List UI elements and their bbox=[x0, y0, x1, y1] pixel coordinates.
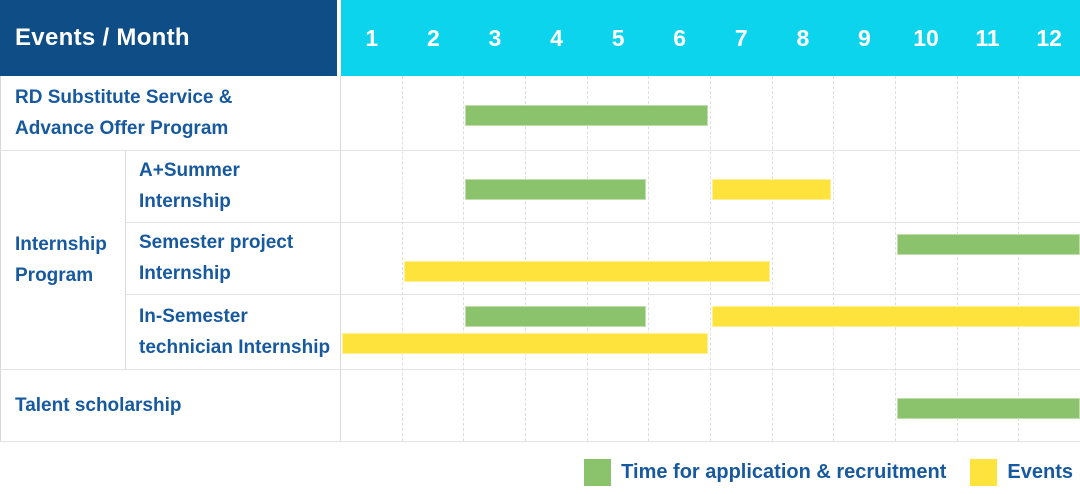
legend-swatch-application-icon bbox=[584, 459, 612, 486]
header-title-cell: Events / Month bbox=[0, 0, 337, 76]
month-header-5: 5 bbox=[611, 24, 625, 51]
table-left-border bbox=[0, 76, 1, 441]
legend-label-events: Events bbox=[1007, 461, 1073, 483]
month-gridline-4 bbox=[586, 76, 588, 441]
bar-events-row3-m1-6 bbox=[342, 333, 708, 354]
legend-label-application: Time for application & recruitment bbox=[621, 461, 947, 483]
month-header-8: 8 bbox=[796, 24, 810, 51]
legend: Time for application & recruitment Event… bbox=[584, 451, 1073, 494]
group-label-internship-program: Internship Program bbox=[15, 233, 107, 286]
month-gridline-5 bbox=[648, 76, 650, 441]
row-label-semester-project: Semester project Internship bbox=[139, 232, 294, 284]
row-label-a-plus-summer: A+Summer Internship bbox=[139, 160, 240, 212]
row-label-talent-scholarship: Talent scholarship bbox=[15, 394, 182, 416]
month-header-3: 3 bbox=[488, 24, 502, 51]
row-separator bbox=[125, 222, 1080, 223]
label-grid-divider bbox=[340, 76, 341, 441]
row-label-rd-substitute: RD Substitute Service & Advance Offer Pr… bbox=[15, 87, 233, 139]
month-header-6: 6 bbox=[673, 24, 687, 51]
row-separator bbox=[125, 294, 1080, 295]
month-header-9: 9 bbox=[858, 24, 871, 51]
row-separator bbox=[0, 369, 1080, 370]
table-bottom-border bbox=[0, 441, 1080, 442]
month-header-2: 2 bbox=[426, 24, 440, 51]
row-separator bbox=[0, 150, 1080, 151]
month-header-row: 1 2 3 4 5 6 7 8 9 10 11 12 bbox=[341, 0, 1080, 76]
bar-application-row0-m3-6 bbox=[465, 105, 708, 126]
group-sublabel-divider bbox=[125, 150, 126, 369]
month-header-7: 7 bbox=[734, 24, 748, 51]
month-header-12: 12 bbox=[1036, 24, 1062, 51]
month-gridline-1 bbox=[401, 76, 403, 441]
month-gridline-10 bbox=[956, 76, 958, 441]
bar-application-row1-m3-5 bbox=[465, 179, 647, 200]
header-title: Events / Month bbox=[15, 24, 190, 51]
month-gridline-7 bbox=[771, 76, 773, 441]
month-header-4: 4 bbox=[550, 24, 563, 51]
row-label-in-semester-technician: In-Semester technician Internship bbox=[139, 305, 331, 358]
month-header-10: 10 bbox=[913, 24, 939, 51]
bar-events-row1-m7-8 bbox=[712, 179, 832, 200]
bar-events-row3-m7-12 bbox=[712, 306, 1080, 327]
month-gridline-2 bbox=[463, 76, 465, 441]
month-header-1: 1 bbox=[365, 24, 379, 51]
legend-swatch-events-icon bbox=[970, 459, 998, 486]
month-gridline-3 bbox=[525, 76, 526, 441]
month-gridline-11 bbox=[1018, 76, 1020, 441]
month-gridline-9 bbox=[895, 76, 896, 441]
bar-application-row3-m3-5 bbox=[465, 306, 647, 327]
month-gridline-8 bbox=[833, 76, 835, 441]
bar-application-row4-m10-12 bbox=[897, 398, 1080, 419]
bar-application-row2-m10-12 bbox=[897, 234, 1080, 255]
bar-events-row2-m2-7 bbox=[403, 261, 770, 282]
month-header-11: 11 bbox=[975, 24, 1000, 51]
month-gridline-6 bbox=[710, 76, 711, 441]
